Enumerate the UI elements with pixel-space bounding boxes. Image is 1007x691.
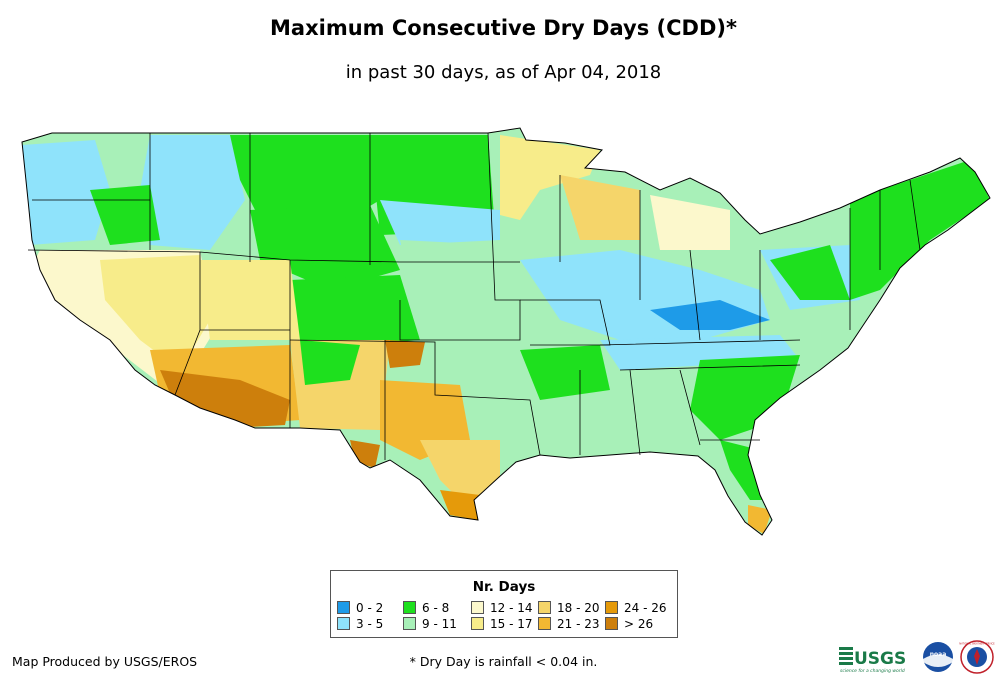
region-northeast-green [850, 160, 990, 300]
region-idaho-blue [140, 135, 245, 250]
region-az-brown [160, 370, 290, 428]
state-boundaries [27, 132, 921, 460]
legend-item: 3 - 5 [337, 617, 383, 631]
nws-wordmark: NATIONAL WEATHER SERVICE [959, 643, 995, 646]
legend-swatch [337, 601, 350, 614]
legend-label: 0 - 2 [356, 601, 384, 615]
legend-label: 21 - 23 [557, 617, 600, 631]
legend-title: Nr. Days [472, 579, 536, 595]
usgs-wordmark: USGS [854, 649, 906, 669]
us-cdd-map [21, 127, 991, 536]
region-kentucky-darkblue [650, 300, 770, 330]
region-florida-tip [748, 505, 772, 534]
legend-label: 3 - 5 [356, 617, 384, 631]
legend-swatch [471, 601, 484, 614]
region-minnesota-yellow [500, 135, 600, 220]
legend-item: 21 - 23 [538, 617, 600, 631]
legend-swatch [471, 617, 484, 630]
region-colorado-green [290, 275, 420, 350]
map-credit: Map Produced by USGS/EROS [12, 654, 198, 669]
legend-label: 24 - 26 [624, 601, 667, 615]
region-pnw-blue [22, 140, 110, 245]
region-south-texas-amber [440, 490, 480, 520]
map-title: Maximum Consecutive Dry Days (CDD)* [270, 16, 737, 40]
legend-swatch [538, 617, 551, 630]
legend-label: > 26 [624, 617, 654, 631]
region-utah-yellow [200, 260, 300, 340]
region-nevada-yellow [100, 255, 210, 370]
legend-item: 15 - 17 [471, 617, 533, 631]
nws-logo: NATIONAL WEATHER SERVICE [959, 640, 995, 674]
dry-day-footnote: * Dry Day is rainfall < 0.04 in. [409, 654, 598, 669]
legend-item: 0 - 2 [337, 601, 383, 615]
us-outline [21, 127, 991, 536]
region-michigan-pale [650, 195, 730, 250]
legend-box: Nr. Days 0 - 2 3 - 5 6 - 8 9 - 11 12 - 1… [330, 570, 678, 638]
legend-item: > 26 [605, 617, 653, 631]
agency-logos: USGS science for a changing world noaa N… [839, 640, 995, 674]
legend-swatch [337, 617, 350, 630]
region-wisconsin-yellow [560, 175, 640, 240]
region-nm-green [300, 340, 360, 385]
usgs-logo: USGS science for a changing world [839, 647, 906, 674]
legend-item: 6 - 8 [403, 601, 449, 615]
legend-swatch [605, 617, 618, 630]
usgs-tagline: science for a changing world [840, 668, 905, 674]
region-great-lakes-green [770, 245, 850, 300]
region-texas-yellow [420, 440, 500, 510]
region-dakota-blue [380, 200, 500, 245]
legend-swatch [403, 601, 416, 614]
legend-item: 18 - 20 [538, 601, 600, 615]
region-nebraska-pale [400, 240, 500, 285]
legend-item: 12 - 14 [471, 601, 533, 615]
legend-label: 15 - 17 [490, 617, 533, 631]
legend-label: 18 - 20 [557, 601, 600, 615]
legend-label: 9 - 11 [422, 617, 457, 631]
legend-label: 12 - 14 [490, 601, 533, 615]
map-subtitle: in past 30 days, as of Apr 04, 2018 [345, 62, 662, 83]
noaa-logo: noaa [923, 642, 953, 672]
legend-swatch [538, 601, 551, 614]
legend-label: 6 - 8 [422, 601, 450, 615]
noaa-wordmark: noaa [930, 651, 947, 658]
legend-swatch [605, 601, 618, 614]
legend-item: 9 - 11 [403, 617, 457, 631]
region-kansas-pale [410, 290, 520, 340]
legend-item: 24 - 26 [605, 601, 667, 615]
legend-swatch [403, 617, 416, 630]
region-panhandle-brown [385, 340, 425, 368]
region-arkansas-green [520, 345, 610, 400]
